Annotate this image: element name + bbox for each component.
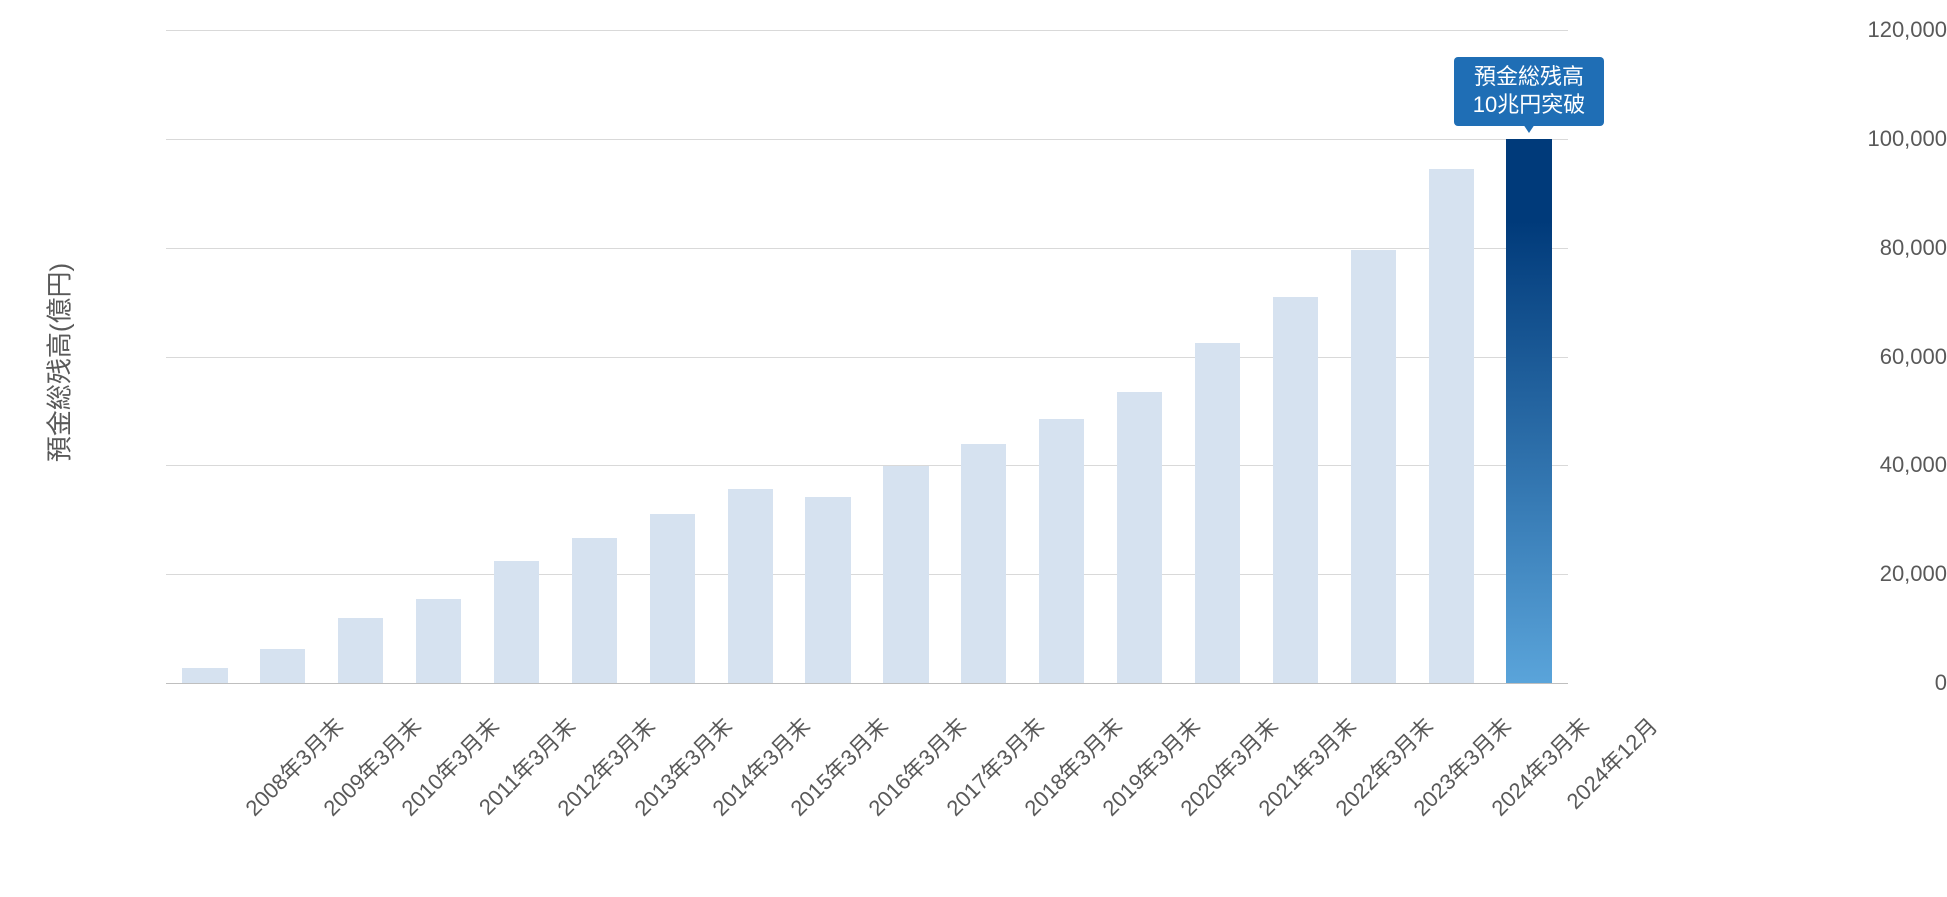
annotation-callout: 預金総残高10兆円突破 [1454,57,1604,126]
gridline [166,248,1568,249]
bar [494,561,539,683]
x-axis-baseline [166,683,1568,684]
annotation-pointer-icon [1521,121,1537,133]
annotation-line2: 10兆円突破 [1464,91,1594,120]
y-tick-label: 120,000 [1799,17,1947,43]
bar [650,514,695,683]
bar [1195,343,1240,683]
annotation-line1: 預金総残高 [1464,63,1594,92]
bar [1351,250,1396,683]
bar [805,497,850,683]
bar [1117,392,1162,683]
bar [416,599,461,683]
y-axis-title: 預金総残高(億円) [40,232,77,492]
bar [1506,139,1551,683]
y-tick-label: 0 [1799,670,1947,696]
y-tick-label: 100,000 [1799,126,1947,152]
bar [260,649,305,683]
bar [1429,169,1474,683]
bar [182,668,227,683]
bar [1273,297,1318,683]
y-tick-label: 40,000 [1799,452,1947,478]
gridline [166,139,1568,140]
deposits-bar-chart: 預金総残高(億円) 0 20,000 40,000 60,000 80,000 100,00… [0,0,1947,897]
bar [572,538,617,683]
y-tick-label: 60,000 [1799,344,1947,370]
bar [961,444,1006,683]
bar [883,466,928,683]
y-tick-label: 80,000 [1799,235,1947,261]
bar [728,489,773,683]
bar [1039,419,1084,683]
gridline [166,30,1568,31]
bar [338,618,383,683]
y-tick-label: 20,000 [1799,561,1947,587]
